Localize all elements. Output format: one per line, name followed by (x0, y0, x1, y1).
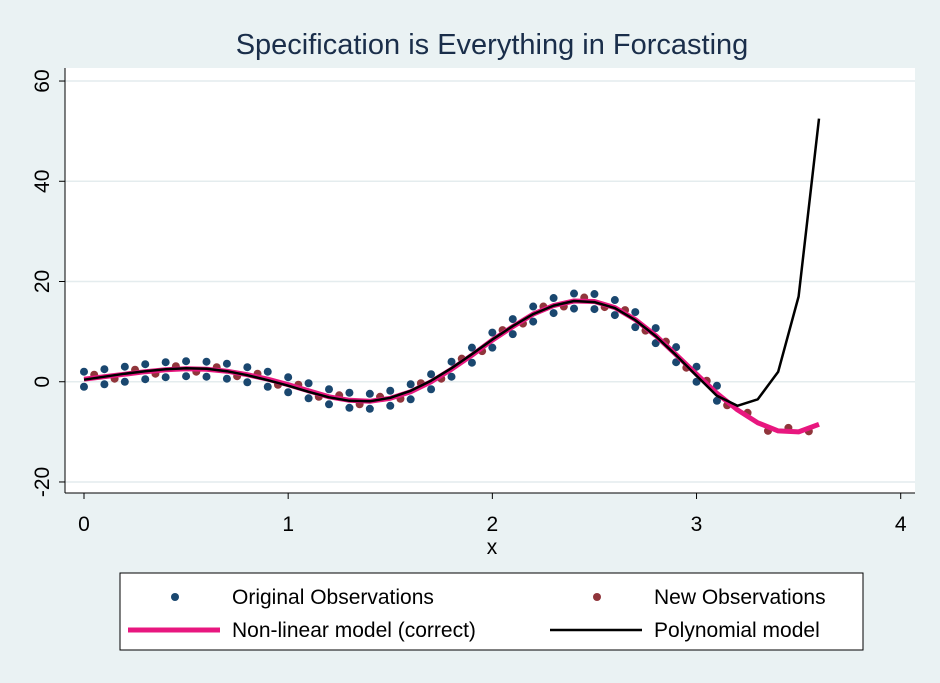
data-point (488, 328, 497, 337)
data-point (345, 388, 354, 397)
legend-label: Polynomial model (654, 619, 820, 642)
data-point (182, 357, 191, 366)
data-point (202, 357, 211, 366)
data-point (79, 367, 88, 376)
data-point (284, 388, 293, 397)
data-point (304, 394, 313, 403)
legend-label: Non-linear model (correct) (232, 619, 476, 642)
data-point (100, 365, 109, 374)
data-point (406, 395, 415, 404)
plot-area (65, 68, 915, 493)
data-point (120, 377, 129, 386)
data-point (222, 359, 231, 368)
data-point (570, 304, 579, 313)
data-point (447, 357, 456, 366)
data-point (263, 367, 272, 376)
data-point (549, 309, 558, 318)
x-tick-label: 2 (487, 513, 499, 536)
legend-marker (593, 593, 601, 601)
data-point (345, 403, 354, 412)
data-point (386, 401, 395, 410)
data-point (263, 382, 272, 391)
data-point (488, 343, 497, 352)
data-point (386, 386, 395, 395)
data-point (467, 343, 476, 352)
data-point (120, 362, 129, 371)
model-line (83, 118, 821, 408)
legend-box (119, 572, 864, 651)
data-point (610, 296, 619, 305)
x-axis-label: x (487, 536, 498, 559)
data-point (651, 324, 660, 333)
data-point (141, 375, 150, 384)
data-point (182, 372, 191, 381)
data-point (427, 385, 436, 394)
data-point (467, 358, 476, 367)
data-point (692, 362, 701, 371)
chart-title: Specification is Everything in Forcastin… (236, 29, 749, 61)
y-tick-label: 60 (31, 69, 54, 92)
data-point (529, 317, 538, 326)
data-point (325, 400, 334, 409)
y-tick-label: 0 (31, 376, 54, 388)
y-tick-label: 20 (31, 270, 54, 293)
x-tick-label: 1 (282, 513, 294, 536)
data-point (549, 294, 558, 303)
data-point (712, 396, 721, 405)
data-point (672, 358, 681, 367)
legend-marker (171, 593, 179, 601)
data-point (427, 370, 436, 379)
data-point (631, 323, 640, 332)
data-point (325, 385, 334, 394)
data-point (672, 343, 681, 352)
legend-label: Original Observations (232, 586, 434, 609)
y-tick-label: 40 (31, 170, 54, 193)
data-point (508, 330, 517, 339)
data-point (590, 290, 599, 299)
data-point (365, 389, 374, 398)
data-point (202, 372, 211, 381)
data-point (365, 404, 374, 413)
data-point (141, 360, 150, 369)
data-point (712, 381, 721, 390)
y-tick-label: -20 (31, 467, 54, 497)
x-tick-label: 0 (78, 513, 90, 536)
data-point (304, 379, 313, 388)
data-point (406, 380, 415, 389)
data-point (692, 377, 701, 386)
data-point (447, 372, 456, 381)
x-tick-label: 4 (895, 513, 907, 536)
data-point (570, 289, 579, 298)
data-point (222, 374, 231, 383)
data-point (631, 308, 640, 317)
data-point (243, 363, 252, 372)
data-point (161, 358, 170, 367)
data-point (651, 339, 660, 348)
data-point (284, 373, 293, 382)
data-point (79, 382, 88, 391)
data-point (508, 315, 517, 324)
data-point (243, 378, 252, 387)
legend-label: New Observations (654, 586, 826, 609)
data-point (529, 302, 538, 311)
data-point (100, 380, 109, 389)
data-point (610, 311, 619, 320)
x-tick-label: 3 (691, 513, 703, 536)
data-point (161, 373, 170, 382)
data-point (590, 305, 599, 314)
